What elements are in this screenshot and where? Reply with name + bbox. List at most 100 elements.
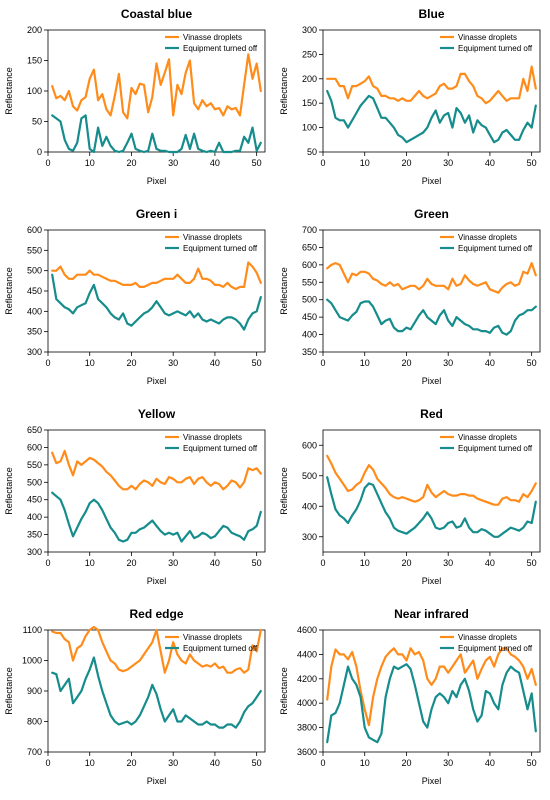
legend-label: Equipment turned off [183,44,258,53]
x-tick-label: 20 [126,358,136,368]
x-axis-label: Pixel [147,576,167,586]
y-tick-label: 400 [302,501,317,511]
y-tick-label: 300 [302,25,317,35]
y-axis-label: Reflectance [4,267,14,315]
x-tick-label: 0 [320,358,325,368]
series-line-vinasse [51,53,262,120]
x-tick-label: 30 [443,158,453,168]
x-axis-label: Pixel [422,776,442,786]
x-tick-label: 20 [401,758,411,768]
legend-label: Equipment turned off [458,644,533,653]
x-tick-label: 30 [443,358,453,368]
series-line-equipment [326,663,537,744]
x-axis-label: Pixel [422,176,442,186]
series-line-vinasse [326,65,537,105]
legend-label: Equipment turned off [458,44,533,53]
chart-panel: Green i 0 10 20 30 40 50 300 350 400 450 500 550 600 P… [4,207,266,386]
x-tick-label: 50 [252,758,262,768]
y-tick-label: 550 [27,245,42,255]
y-tick-label: 600 [302,260,317,270]
legend-label: Vinasse droplets [458,233,517,242]
y-tick-label: 4000 [297,698,317,708]
chart-title: Coastal blue [121,7,193,21]
y-tick-label: 1100 [23,625,42,635]
chart-title: Red [420,407,443,421]
x-tick-label: 30 [443,558,453,568]
chart-panel: Coastal blue 0 10 20 30 40 50 0 50 100 150 200 Pixel… [4,7,266,186]
chart-title: Red edge [129,607,183,621]
x-tick-label: 30 [168,358,178,368]
y-tick-label: 100 [302,123,317,133]
x-axis-label: Pixel [147,376,167,386]
chart-title: Blue [418,7,444,21]
x-tick-label: 50 [527,758,537,768]
y-tick-label: 0 [37,147,42,157]
x-tick-label: 30 [168,558,178,568]
legend-label: Equipment turned off [183,644,258,653]
series-line-equipment [326,298,537,336]
plot-frame [322,629,541,753]
y-tick-label: 350 [302,347,317,357]
legend-label: Equipment turned off [183,244,258,253]
chart-title: Near infrared [394,607,469,621]
x-tick-label: 10 [360,558,370,568]
x-tick-label: 20 [126,758,136,768]
chart-title: Yellow [138,407,176,421]
series-line-equipment [51,273,262,331]
y-axis-label: Reflectance [4,467,14,515]
y-tick-label: 300 [27,547,42,557]
x-tick-label: 0 [320,158,325,168]
x-tick-label: 40 [485,758,495,768]
x-tick-label: 40 [485,358,495,368]
x-tick-label: 50 [527,558,537,568]
plot-frame [47,429,266,553]
chart-panel: Blue 0 10 20 30 40 50 50 100 150 200 250 300 Pixel Ref… [279,7,541,186]
legend-label: Vinasse droplets [183,233,242,242]
x-tick-label: 20 [126,158,136,168]
y-tick-label: 50 [32,117,42,127]
y-tick-label: 350 [27,327,42,337]
series-line-vinasse [51,261,262,291]
series-line-vinasse [51,449,262,491]
y-tick-label: 550 [27,460,42,470]
y-tick-label: 500 [302,295,317,305]
plot-frame [322,29,541,153]
x-tick-label: 0 [45,358,50,368]
x-tick-label: 30 [168,758,178,768]
x-tick-label: 30 [443,758,453,768]
x-tick-label: 10 [360,758,370,768]
y-axis-label: Reflectance [4,667,14,715]
y-tick-label: 400 [27,306,42,316]
x-tick-label: 10 [85,358,95,368]
x-tick-label: 40 [210,358,220,368]
chart-title: Green [414,207,449,221]
y-tick-label: 3800 [297,723,317,733]
plot-frame [322,229,541,353]
x-axis-label: Pixel [147,776,167,786]
y-axis-label: Reflectance [279,67,289,115]
y-tick-label: 550 [302,277,317,287]
x-tick-label: 40 [210,558,220,568]
y-tick-label: 50 [307,147,317,157]
y-tick-label: 200 [302,74,317,84]
y-tick-label: 700 [27,747,42,757]
series-line-equipment [326,89,537,144]
x-tick-label: 10 [85,558,95,568]
legend-label: Equipment turned off [183,444,258,453]
x-tick-label: 40 [210,758,220,768]
x-tick-label: 0 [45,758,50,768]
x-tick-label: 40 [210,158,220,168]
y-tick-label: 400 [302,330,317,340]
x-tick-label: 10 [360,358,370,368]
x-tick-label: 20 [401,358,411,368]
y-axis-label: Reflectance [4,67,14,115]
x-tick-label: 0 [320,758,325,768]
y-tick-label: 300 [302,532,317,542]
y-tick-label: 450 [27,286,42,296]
x-tick-label: 50 [527,158,537,168]
x-tick-label: 50 [527,358,537,368]
y-tick-label: 650 [302,242,317,252]
chart-panel: Yellow 0 10 20 30 40 50 300 350 400 450 500 550 600 65… [4,407,266,586]
x-axis-label: Pixel [422,376,442,386]
